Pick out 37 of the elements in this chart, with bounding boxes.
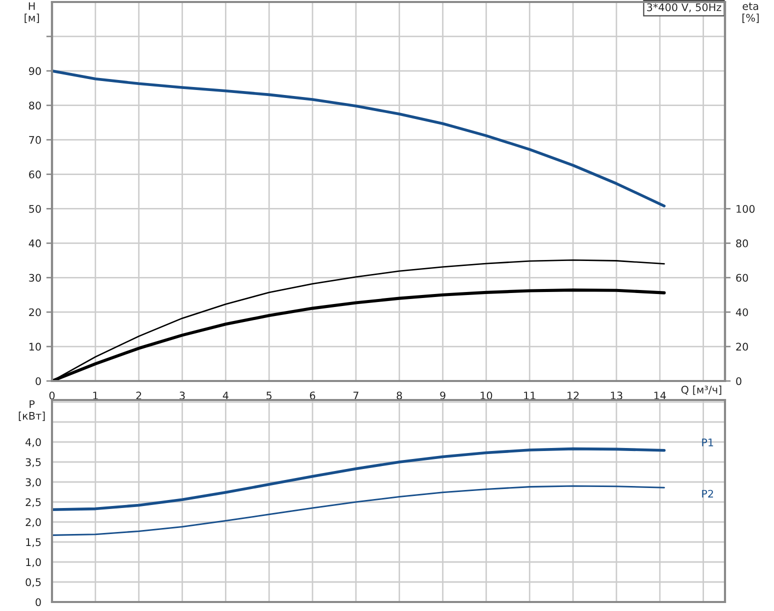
- y-axis-title: P [кВт]: [18, 400, 45, 421]
- y-tick-label: 0,5: [26, 578, 41, 588]
- line-series: [52, 485, 665, 536]
- text: P1: [702, 438, 714, 446]
- y-tick-label: 10: [29, 342, 41, 351]
- x-tick-label: 7: [353, 392, 358, 400]
- y-tick-label: 1,5: [26, 538, 41, 548]
- y-tick-label: 4,0: [26, 438, 41, 448]
- y-tick-label: 80: [29, 102, 41, 110]
- y-tick-label: 70: [29, 136, 41, 144]
- y2-tick-label: 60: [736, 274, 748, 282]
- y2-tick-label: 0: [736, 377, 742, 386]
- annotation: 3*400 V, 50Hz: [647, 3, 722, 12]
- y-tick-label: 20: [29, 308, 41, 316]
- y-tick-label: 60: [29, 170, 41, 178]
- y-tick-label: 2,5: [26, 498, 41, 508]
- y-tick-label: 0: [36, 377, 41, 386]
- y2-tick-label: 20: [736, 342, 748, 351]
- y2-tick-label: 100: [736, 204, 755, 213]
- y-tick-label: 50: [29, 204, 41, 213]
- x-tick-label: 4: [222, 392, 228, 400]
- x-axis-title: Q [м³/ч]: [681, 386, 722, 395]
- y2-axis-title: eta [%]: [742, 2, 759, 23]
- y2-tick-label: 40: [736, 308, 748, 316]
- y-tick-label: 3,5: [26, 458, 41, 468]
- y-tick-label: 3,0: [26, 478, 41, 488]
- y2-tick-label: 80: [736, 239, 748, 248]
- y-axis-title: H [м]: [24, 2, 39, 23]
- line-series: [52, 447, 666, 511]
- y-tick-label: 40: [28, 239, 41, 248]
- y-tick-label: 2,0: [26, 518, 41, 528]
- text: P2: [702, 490, 713, 498]
- y-tick-label: 30: [29, 274, 41, 282]
- y-tick-label: 0: [36, 598, 41, 606]
- y-tick-label: 1,0: [26, 558, 41, 568]
- line-series: [52, 70, 666, 208]
- y-tick-label: 90: [28, 67, 41, 76]
